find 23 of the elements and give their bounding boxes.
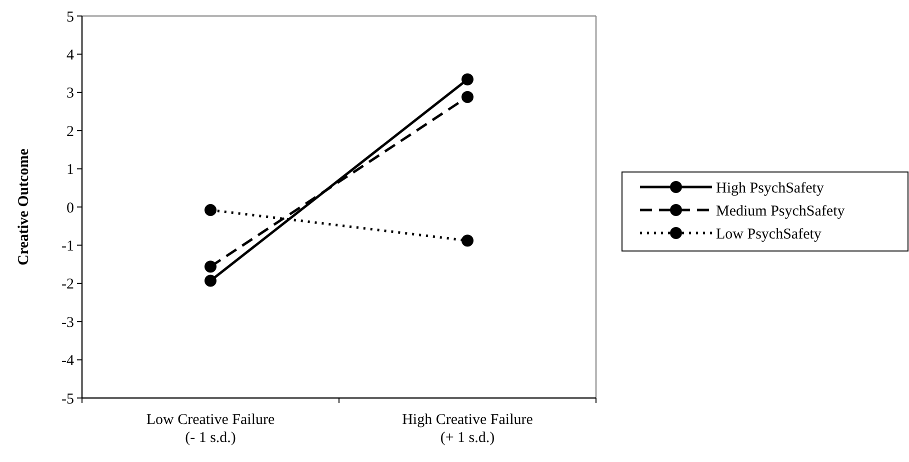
point	[204, 204, 216, 216]
point	[204, 260, 216, 273]
y-tick-label: 4	[66, 47, 74, 64]
point	[462, 73, 474, 86]
y-tick-label: 2	[66, 124, 74, 140]
y-tick-label: -1	[62, 238, 74, 254]
y-axis-title: Creative Outcome	[16, 148, 32, 266]
legend-label: Medium PsychSafety	[716, 203, 846, 220]
point	[462, 234, 474, 247]
y-tick-label: -4	[62, 353, 74, 370]
y-tick-label: -3	[62, 314, 74, 331]
legend-label: Low PsychSafety	[716, 226, 822, 242]
y-tick-label: -2	[62, 276, 74, 293]
y-tick-label: 5	[66, 9, 74, 26]
legend-label: High PsychSafety	[716, 180, 824, 196]
point	[204, 274, 216, 287]
y-tick-label: -5	[62, 391, 74, 408]
x-tick-label: Low Creative Failure (- 1 s.d.)	[146, 412, 275, 446]
y-tick-label: 1	[66, 162, 74, 178]
x-tick-label: High Creative Failure (+ 1 s.d.)	[402, 412, 534, 446]
point	[462, 90, 474, 103]
y-tick-label: 0	[66, 200, 74, 216]
y-tick-label: 3	[66, 86, 74, 102]
